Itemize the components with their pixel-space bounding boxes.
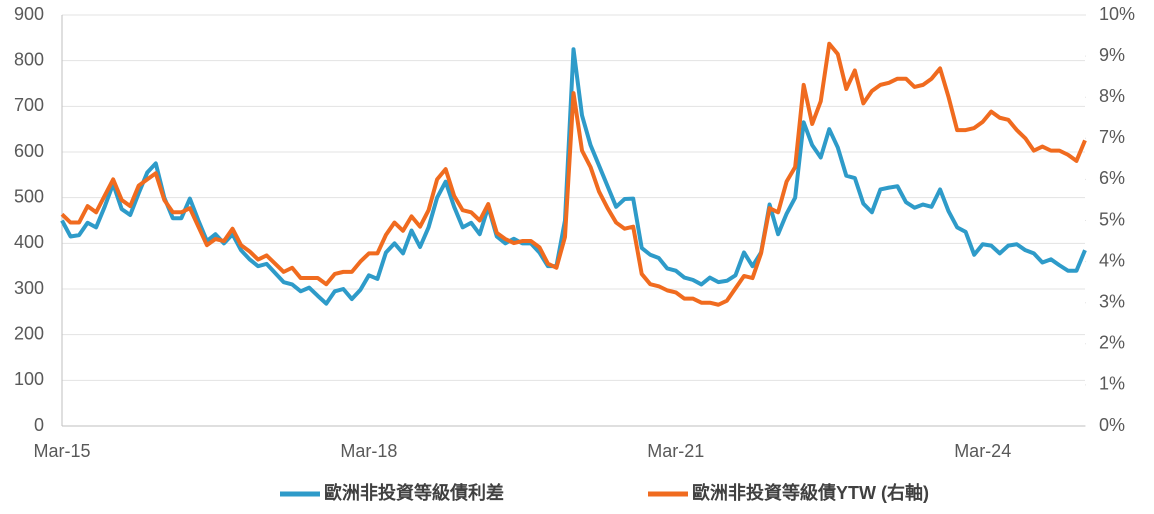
legend-label: 歐洲非投資等級債YTW (右軸) <box>692 482 929 503</box>
series-line <box>60 41 1087 307</box>
legend-label: 歐洲非投資等級債利差 <box>324 482 504 503</box>
x-tick-label: Mar-24 <box>954 441 1011 461</box>
y2-tick-label: 8% <box>1099 86 1125 106</box>
series-line <box>60 47 1087 306</box>
y2-tick-label: 0% <box>1099 415 1125 435</box>
y-tick-label: 200 <box>14 323 44 343</box>
y-tick-label: 0 <box>34 415 44 435</box>
y-tick-label: 500 <box>14 186 44 206</box>
y-tick-label: 700 <box>14 95 44 115</box>
x-tick-label: Mar-15 <box>33 441 90 461</box>
y-tick-label: 400 <box>14 232 44 252</box>
y2-tick-label: 3% <box>1099 291 1125 311</box>
y-tick-label: 800 <box>14 49 44 69</box>
y2-tick-label: 1% <box>1099 374 1125 394</box>
y2-tick-label: 5% <box>1099 209 1125 229</box>
y2-tick-label: 6% <box>1099 168 1125 188</box>
y-tick-label: 300 <box>14 278 44 298</box>
x-tick-label: Mar-18 <box>340 441 397 461</box>
x-tick-label: Mar-21 <box>647 441 704 461</box>
y-tick-label: 600 <box>14 141 44 161</box>
y2-tick-label: 2% <box>1099 333 1125 353</box>
y-tick-label: 900 <box>14 4 44 24</box>
y2-tick-label: 10% <box>1099 4 1135 24</box>
y-tick-label: 100 <box>14 369 44 389</box>
y2-tick-label: 9% <box>1099 45 1125 65</box>
y2-tick-label: 4% <box>1099 250 1125 270</box>
y2-tick-label: 7% <box>1099 127 1125 147</box>
